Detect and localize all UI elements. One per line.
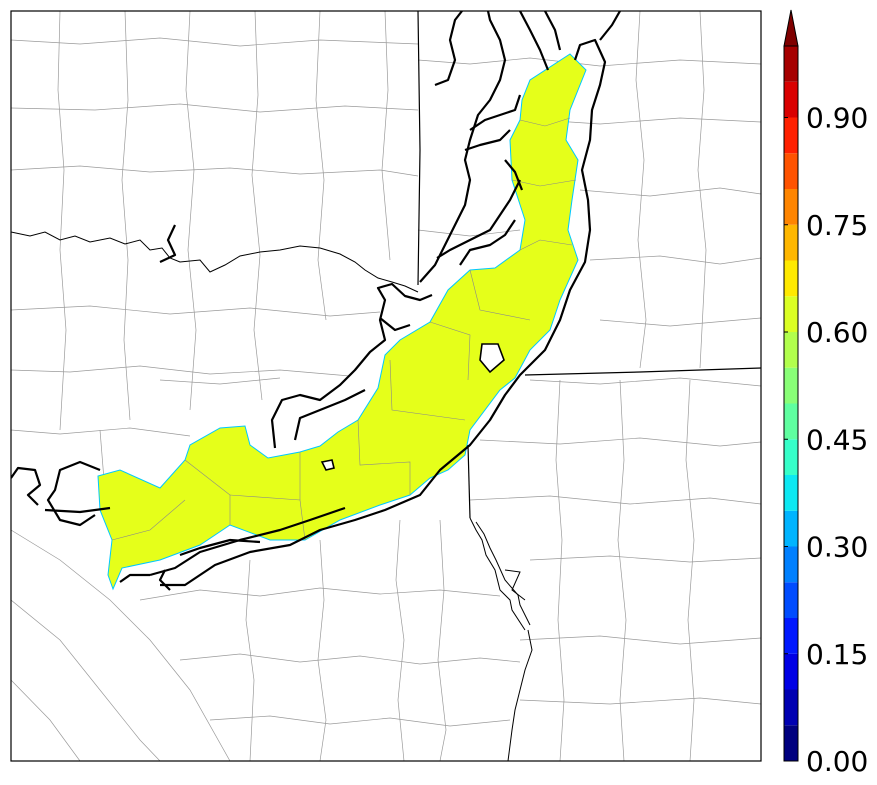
colorbar-segment [784,582,798,618]
colorbar-segment [784,332,798,368]
colorbar-frame [783,45,799,762]
colorbar-tick-label: 0.45 [806,423,868,456]
colorbar-extend-triangle [783,9,799,47]
state-boundaries [417,11,761,519]
colorbar-tick-label: 0.00 [806,745,868,778]
shaded-region-hole [320,459,335,471]
colorbar-segment [784,81,798,118]
map-panel [11,11,761,761]
colorbar-segment [784,725,798,761]
colorbar-segment [784,367,798,404]
colorbar-segment [784,475,798,511]
colorbar-tick-label: 0.75 [806,209,868,242]
colorbar-tick-label: 0.60 [806,316,868,349]
colorbar-segment [784,546,798,583]
colorbar-segment [784,689,798,726]
county-boundaries [11,11,761,761]
colorbar-segment [784,153,798,189]
colorbar-tick-label: 0.90 [806,102,868,135]
map-frame [10,10,762,762]
shaded-region-hole [479,343,505,374]
colorbar-segment [784,653,798,690]
colorbar-segment [784,510,798,547]
colorbar-ticks: 0.00 0.15 0.30 0.45 0.60 0.75 0.90 [784,102,868,778]
colorbar-segment [784,439,798,475]
colorbar-segment [784,260,798,297]
colorbar-segments [784,46,798,761]
county-lines-over-region [111,117,577,541]
colorbar-segment [784,224,798,261]
shaded-probability-region [97,53,587,591]
colorbar-segment [784,189,798,225]
colorbar-segment [784,403,798,440]
colorbar-segment [784,46,798,82]
colorbar-segment [784,117,798,154]
river-lines [11,231,533,761]
colorbar-tick-label: 0.15 [806,638,868,671]
colorbar-segment [784,618,798,654]
contour-lines [11,11,621,591]
colorbar-tick-label: 0.30 [806,531,868,564]
colorbar-segment [784,296,798,332]
colorbar: 0.00 0.15 0.30 0.45 0.60 0.75 0.90 [783,9,868,778]
